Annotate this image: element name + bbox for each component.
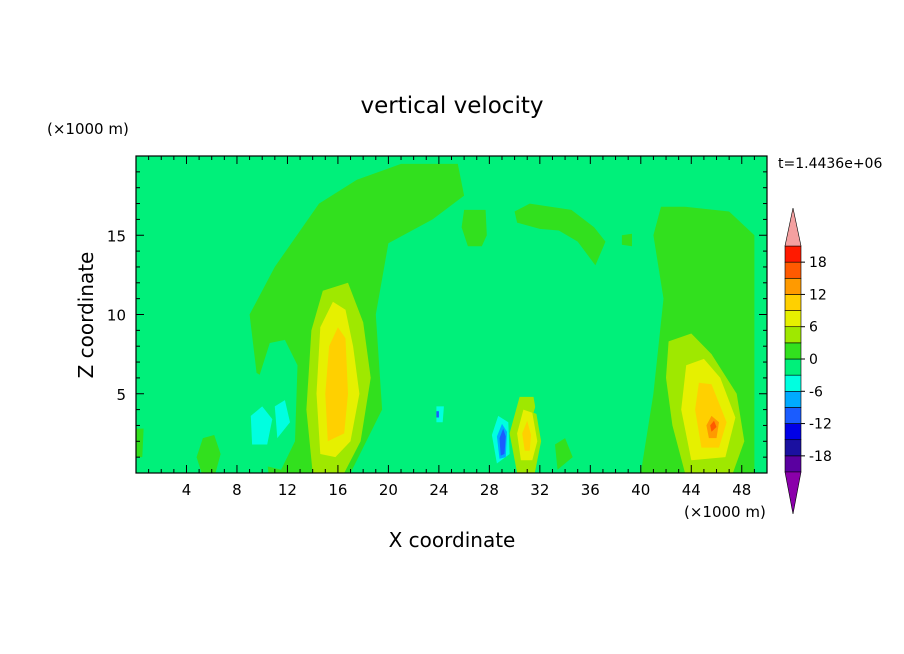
- x-tick-label: 12: [278, 481, 297, 499]
- x-tick-label: 24: [429, 481, 448, 499]
- x-tick-label: 44: [682, 481, 701, 499]
- contour-region-28: [250, 406, 273, 445]
- colorbar-segment: [784, 390, 802, 408]
- chart-title: vertical velocity: [361, 93, 544, 119]
- colorbar-segment: [784, 245, 802, 263]
- contour-region-12: [522, 420, 531, 451]
- contour-region-20: [555, 438, 573, 470]
- contour-region-24: [542, 374, 645, 454]
- colorbar-segment: [784, 277, 802, 295]
- x-tick-label: 40: [631, 481, 650, 499]
- contour-region-25: [154, 373, 169, 388]
- x-tick-label: 4: [182, 481, 192, 499]
- colorbar-tick-label: 12: [809, 287, 827, 303]
- colorbar-tick-label: 6: [809, 320, 818, 336]
- colorbar-segment: [784, 326, 802, 344]
- colorbar-segment: [784, 374, 802, 392]
- contour-region-11: [325, 327, 348, 442]
- colorbar-tick-label: -18: [809, 449, 832, 465]
- colorbar-segment: [784, 294, 802, 311]
- x-tick-label: 8: [232, 481, 242, 499]
- colorbar-segment: [784, 455, 802, 473]
- x-tick-label: 48: [732, 481, 751, 499]
- y-axis-label: Z coordinate: [74, 252, 98, 379]
- x-tick-label: 28: [480, 481, 499, 499]
- colorbar-segment: [784, 342, 802, 360]
- contour-region-34: [436, 411, 439, 418]
- contour-region-23: [401, 279, 507, 473]
- contour-region-2: [461, 209, 487, 247]
- colorbar-extend-high: [784, 207, 802, 247]
- contour-region-4: [621, 233, 632, 247]
- x-tick-label: 36: [581, 481, 600, 499]
- colorbar-tick-label: -12: [809, 417, 832, 433]
- colorbar: 18 12 6 0 -6 -12 -18: [784, 207, 832, 515]
- y-axis-ticks: 5 10 15: [107, 171, 767, 458]
- colorbar-segment: [784, 261, 802, 279]
- colorbar-segment: [784, 310, 802, 328]
- contour-region-13: [695, 382, 727, 448]
- x-axis-label: X coordinate: [389, 528, 516, 552]
- colorbar-segment: [784, 358, 802, 376]
- contour-region-16: [196, 435, 221, 473]
- contour-region-27: [533, 400, 555, 420]
- y-unit-label: (×1000 m): [47, 120, 129, 138]
- contour-region-26: [194, 370, 222, 402]
- x-tick-label: 32: [530, 481, 549, 499]
- contour-regions: [136, 163, 755, 473]
- colorbar-tick-label: 0: [809, 352, 818, 368]
- time-label: t=1.4436e+06: [778, 156, 882, 172]
- y-tick-label: 10: [107, 307, 126, 325]
- colorbar-extend-low: [784, 471, 802, 515]
- y-tick-label: 15: [107, 227, 126, 245]
- contour-region-33: [499, 428, 506, 456]
- contour-region-22: [230, 339, 298, 470]
- x-unit-label: (×1000 m): [684, 503, 766, 521]
- colorbar-tick-label: -6: [809, 384, 823, 400]
- x-tick-label: 20: [379, 481, 398, 499]
- colorbar-segment: [784, 423, 802, 441]
- contour-region-3: [514, 203, 606, 266]
- contour-region-31: [436, 406, 444, 423]
- colorbar-segment: [784, 439, 802, 457]
- x-tick-label: 16: [328, 481, 347, 499]
- y-tick-label: 5: [116, 386, 126, 404]
- x-axis-ticks: 4 8 12 16 20 24 28 32 36 40 44 48: [148, 156, 755, 499]
- colorbar-segment: [784, 407, 802, 424]
- contour-region-15: [710, 420, 717, 432]
- colorbar-tick-label: 18: [809, 255, 827, 271]
- contour-region-29: [274, 400, 290, 439]
- contour-region-17: [136, 428, 144, 458]
